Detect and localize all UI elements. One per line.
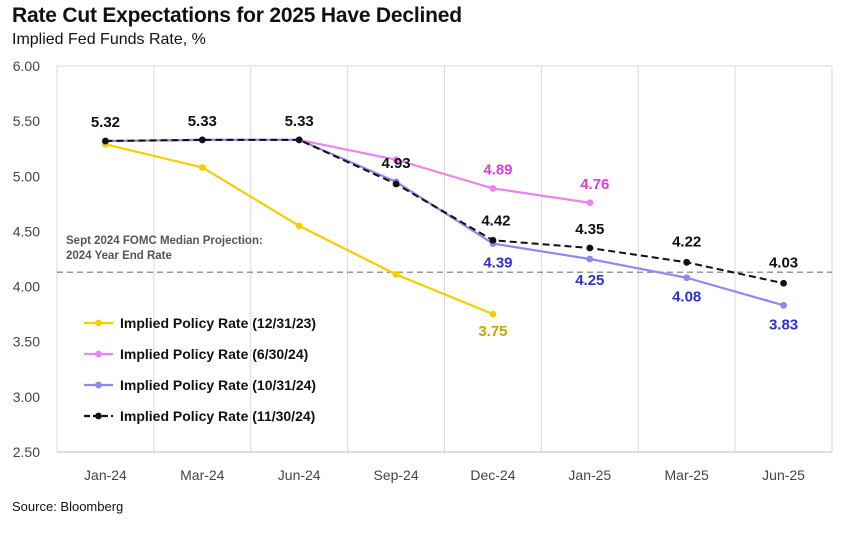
data-label: 5.32	[91, 114, 120, 131]
y-tick-label: 4.00	[13, 279, 40, 295]
data-point	[392, 271, 400, 278]
x-tick-label: Jan-24	[84, 467, 127, 483]
data-point	[780, 301, 787, 309]
x-tick-label: Jun-25	[762, 467, 805, 483]
chart-title: Rate Cut Expectations for 2025 Have Decl…	[12, 4, 462, 27]
data-point	[683, 274, 691, 282]
data-label: 4.76	[580, 176, 609, 193]
reference-layer: Sept 2024 FOMC Median Projection: 2024 Ye…	[57, 235, 832, 273]
grid-layer	[56, 65, 833, 452]
axis-layer: 6.00 5.50 5.00 4.50 4.00 3.50 3.00 2.50 Jan-24 Ma…	[13, 58, 832, 483]
legend-label: Implied Policy Rate (12/31/23)	[120, 315, 316, 331]
legend-label: Implied Policy Rate (11/30/24)	[120, 408, 315, 424]
data-label: 4.22	[672, 233, 701, 250]
y-tick-label: 5.00	[13, 168, 40, 184]
source-note: Source: Bloomberg	[12, 499, 124, 514]
y-tick-label: 2.50	[13, 444, 40, 460]
data-point	[586, 255, 594, 263]
data-label: 5.33	[188, 113, 217, 130]
data-point	[198, 136, 206, 144]
data-label: 4.03	[769, 254, 798, 271]
series-line	[105, 138, 784, 285]
data-point	[683, 258, 691, 266]
y-tick-label: 6.00	[13, 58, 40, 74]
data-point	[586, 199, 594, 207]
x-tick-label: Mar-24	[180, 467, 225, 483]
x-tick-label: Sep-24	[373, 467, 418, 483]
data-point	[392, 156, 400, 164]
x-tick-label: Dec-24	[470, 467, 515, 483]
data-label-layer: 3.75 4.89 4.76 4.39 4.25 4.08 3.83 5.32 5.33 5.33…	[91, 113, 798, 340]
data-point	[586, 244, 594, 252]
y-tick-label: 3.50	[13, 334, 40, 350]
data-label: 3.75	[478, 323, 507, 340]
y-tick-label: 4.50	[13, 223, 40, 239]
reference-label: 2024 Year End Rate	[66, 250, 172, 262]
y-tick-label: 3.00	[13, 389, 40, 405]
data-point	[295, 222, 303, 230]
data-label: 4.39	[483, 255, 512, 272]
legend-marker	[95, 412, 102, 420]
data-point	[780, 279, 787, 287]
data-point	[295, 136, 303, 144]
data-label: 4.25	[575, 272, 604, 289]
data-point	[198, 164, 206, 171]
legend-label: Implied Policy Rate (6/30/24)	[120, 346, 308, 362]
y-tick-label: 5.50	[13, 113, 40, 129]
data-label: 4.35	[575, 221, 604, 238]
data-label: 4.89	[483, 161, 512, 178]
data-point	[102, 137, 109, 145]
chart-subtitle: Implied Fed Funds Rate, %	[12, 31, 206, 48]
data-point	[489, 185, 497, 192]
legend: Implied Policy Rate (12/31/23) Implied Po…	[84, 315, 316, 424]
x-tick-label: Mar-25	[665, 467, 710, 483]
data-point	[392, 180, 400, 188]
data-point	[489, 236, 497, 244]
x-tick-label: Jan-25	[568, 467, 611, 483]
x-tick-label: Jun-24	[278, 467, 321, 483]
data-label: 3.83	[769, 316, 798, 333]
data-label: 4.42	[481, 212, 510, 229]
data-point	[489, 310, 497, 318]
data-label: 4.93	[381, 155, 410, 172]
series-layer	[102, 136, 787, 318]
legend-label: Implied Policy Rate (10/31/24)	[120, 377, 316, 393]
legend-marker	[95, 350, 102, 358]
data-label: 5.33	[285, 113, 314, 130]
legend-marker	[95, 381, 102, 389]
reference-label: Sept 2024 FOMC Median Projection:	[66, 235, 263, 247]
data-label: 4.08	[672, 289, 701, 306]
legend-marker	[95, 319, 102, 327]
